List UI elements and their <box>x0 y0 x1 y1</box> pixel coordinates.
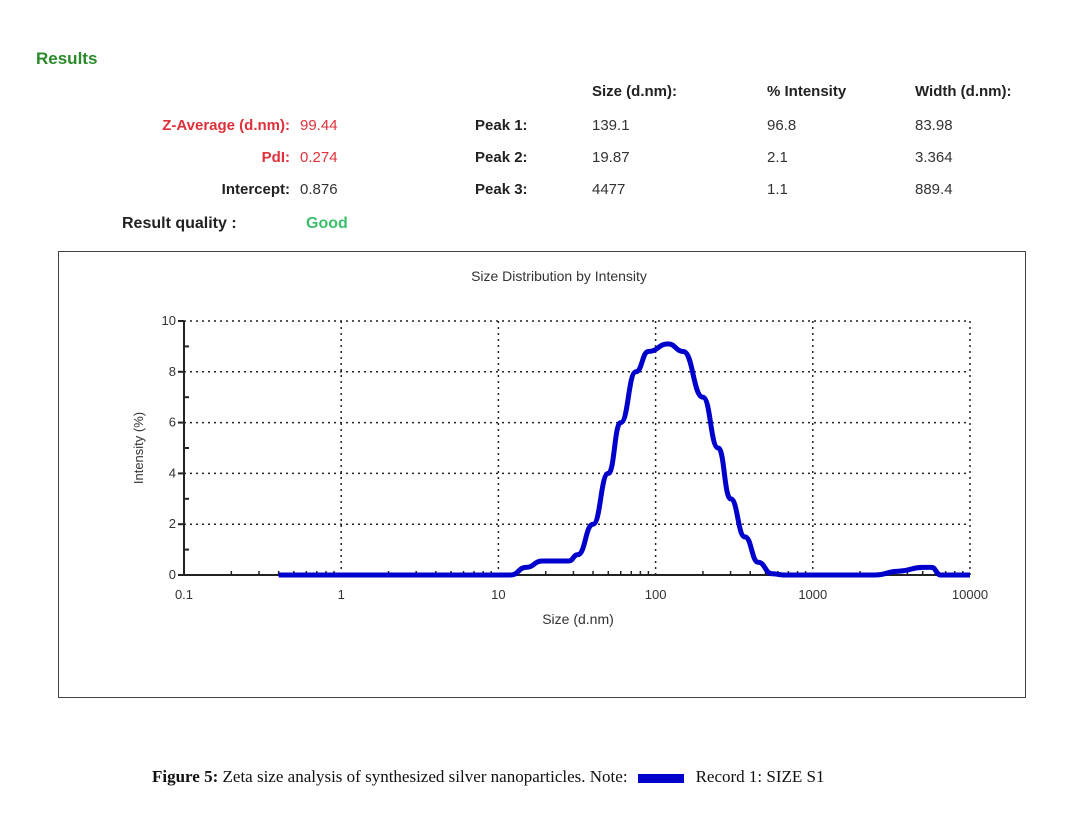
z-average-value: 99.44 <box>300 117 338 134</box>
peak-label: Peak 2: <box>475 149 528 166</box>
peak-label: Peak 1: <box>475 117 528 134</box>
results-title: Results <box>36 49 98 68</box>
legend-swatch <box>637 773 684 783</box>
y-tick-label: 4 <box>169 465 176 480</box>
peak-intensity: 1.1 <box>767 181 788 198</box>
series-line <box>278 341 970 578</box>
chart-frame <box>58 251 1026 698</box>
peak-intensity: 96.8 <box>767 117 797 134</box>
x-tick-label: 1000 <box>798 587 827 602</box>
quality-value: Good <box>306 215 348 232</box>
intercept-value: 0.876 <box>300 181 338 198</box>
caption-figure-number: Figure 5: <box>152 767 219 786</box>
x-tick-label: 100 <box>645 587 667 602</box>
peak-size: 139.1 <box>592 117 630 134</box>
legend-label: Record 1: SIZE S1 <box>695 767 825 786</box>
peak-size: 4477 <box>592 181 626 198</box>
x-tick-label: 1 <box>338 587 345 602</box>
intercept-label: Intercept: <box>221 181 290 198</box>
y-tick-label: 2 <box>169 516 176 531</box>
x-tick-label: 0.1 <box>175 587 193 602</box>
y-tick-label: 10 <box>162 313 176 328</box>
header-intensity: % Intensity <box>767 83 847 100</box>
x-tick-label: 10 <box>491 587 505 602</box>
pdi-label: PdI: <box>261 149 290 166</box>
y-axis-label: Intensity (%) <box>131 412 146 484</box>
y-tick-label: 0 <box>169 567 176 582</box>
chart-title: Size Distribution by Intensity <box>471 268 647 284</box>
header-width: Width (d.nm): <box>915 83 1012 100</box>
peak-width: 3.364 <box>915 149 953 166</box>
pdi-value: 0.274 <box>300 149 338 166</box>
x-axis-label: Size (d.nm) <box>542 611 614 627</box>
y-tick-label: 6 <box>169 415 176 430</box>
peak-width: 83.98 <box>915 117 953 134</box>
quality-label: Result quality : <box>122 215 237 232</box>
peak-intensity: 2.1 <box>767 149 788 166</box>
figure-caption: Figure 5: Zeta size analysis of synthesi… <box>152 767 824 787</box>
peak-width: 889.4 <box>915 181 953 198</box>
peak-size: 19.87 <box>592 149 630 166</box>
caption-text: Zeta size analysis of synthesized silver… <box>222 767 628 786</box>
peak-label: Peak 3: <box>475 181 528 198</box>
x-tick-label: 10000 <box>952 587 988 602</box>
z-average-label: Z-Average (d.nm): <box>162 117 290 134</box>
y-tick-label: 8 <box>169 364 176 379</box>
header-size: Size (d.nm): <box>592 83 677 100</box>
